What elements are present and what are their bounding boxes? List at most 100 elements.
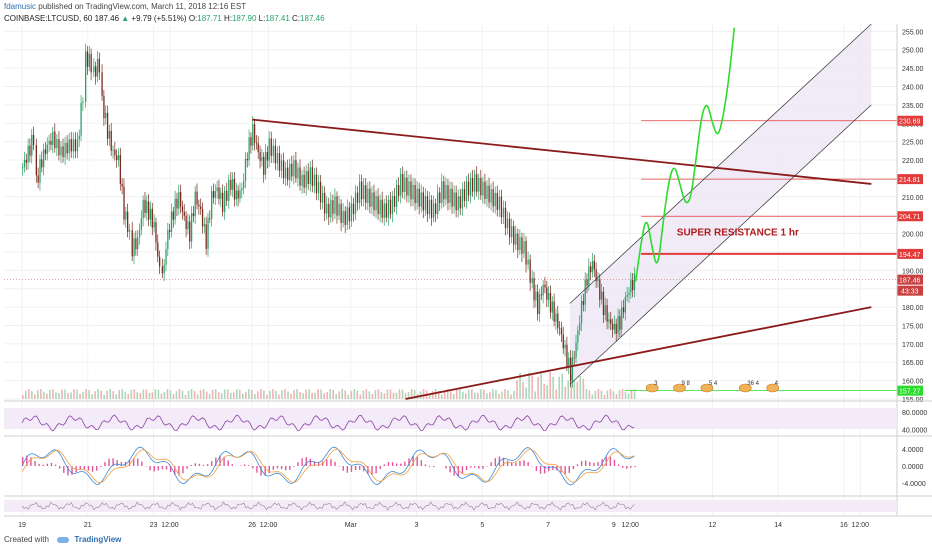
candle-body: [402, 174, 404, 193]
candle-body: [230, 179, 232, 190]
candle: [108, 124, 111, 147]
candle: [406, 170, 408, 203]
macd-histogram-bar: [219, 455, 221, 466]
candle-body: [66, 142, 68, 154]
candle-body: [414, 185, 416, 204]
candle: [591, 253, 594, 278]
x-tick-label: 12:00: [161, 522, 179, 529]
volume-bar: [37, 390, 39, 399]
earnings-event-icon[interactable]: [766, 383, 779, 393]
candle-body: [455, 192, 457, 211]
candle: [161, 258, 164, 279]
y-tick-label: 220.00: [902, 158, 924, 165]
macd-histogram-bar: [593, 462, 595, 466]
macd-histogram-bar: [239, 465, 242, 466]
macd-histogram-bar: [494, 458, 496, 466]
tradingview-brand[interactable]: TradingView: [74, 535, 122, 544]
candle: [106, 105, 109, 146]
earnings-event-icon[interactable]: [645, 383, 659, 393]
candle-body: [137, 237, 139, 250]
macd-histogram-bar: [326, 459, 328, 466]
y-tick-label: 165.00: [902, 360, 924, 367]
volume-bar: [254, 394, 256, 399]
candle: [29, 138, 31, 163]
candle: [361, 174, 363, 207]
candle-body: [161, 266, 164, 274]
candle-body: [165, 249, 167, 265]
volume-bar: [154, 389, 157, 399]
candle: [105, 105, 107, 125]
level-price-label: 157.27: [899, 389, 921, 396]
volume-bar: [302, 393, 304, 399]
candle: [562, 326, 564, 355]
candle-body: [445, 185, 447, 200]
macd-histogram-bar: [432, 466, 435, 468]
macd-histogram-bar: [321, 461, 324, 466]
volume-bar: [431, 390, 434, 399]
candle: [424, 188, 427, 216]
volume-bar: [335, 394, 338, 399]
macd-histogram-bar: [424, 464, 427, 466]
symbol-label[interactable]: COINBASE:LTCUSD, 60: [4, 14, 93, 23]
volume-bar: [591, 394, 594, 399]
candle: [157, 234, 159, 263]
earnings-event-icon[interactable]: [673, 383, 686, 393]
candle-body: [108, 130, 111, 139]
ascending-channel-fill: [569, 24, 872, 385]
candle: [78, 129, 80, 148]
volume-bar: [25, 390, 27, 399]
level-price-tag: [897, 174, 923, 185]
candle: [301, 169, 303, 194]
macd-histogram-bar: [486, 466, 488, 467]
candle-body: [181, 206, 184, 212]
candle-body: [272, 145, 274, 156]
candle: [383, 198, 385, 226]
candle: [326, 196, 328, 220]
volume-bar: [34, 394, 36, 399]
earnings-event-icon[interactable]: [738, 383, 752, 393]
volume-bar: [52, 389, 54, 399]
candle: [389, 191, 392, 219]
candle: [90, 48, 92, 81]
volume-bar: [338, 391, 341, 399]
candle-body: [373, 192, 375, 211]
candle: [496, 185, 498, 217]
candle: [153, 214, 155, 233]
candle-body: [606, 305, 608, 322]
candle-body: [278, 153, 281, 171]
candle: [190, 206, 193, 249]
macd-histogram-bar: [317, 462, 320, 466]
candle: [263, 152, 265, 183]
x-tick-label: 12:00: [621, 522, 639, 529]
projection-path[interactable]: [634, 27, 736, 282]
trendline-descending[interactable]: [252, 118, 872, 185]
candle-body: [187, 221, 189, 230]
volume-bar: [109, 389, 111, 399]
trendline-channel-upper[interactable]: [569, 23, 872, 304]
chart-header: fdamusic published on TradingView.com, M…: [4, 2, 704, 36]
candle: [200, 198, 202, 215]
volume-bar: [97, 389, 99, 399]
author-link[interactable]: fdamusic: [4, 2, 37, 11]
candle-body: [439, 192, 441, 203]
volume-bar: [43, 391, 45, 399]
candle: [319, 175, 322, 210]
candle-body: [48, 140, 50, 145]
candle-body: [432, 203, 435, 218]
macd-histogram-bar: [354, 466, 357, 471]
trendline-channel-lower[interactable]: [569, 104, 872, 385]
candle-body: [544, 284, 546, 288]
candle: [375, 190, 377, 219]
trendline-ascending[interactable]: [405, 306, 872, 400]
candle: [96, 50, 99, 83]
candle-body: [214, 191, 216, 198]
candle-body: [64, 142, 66, 158]
earnings-event-icon[interactable]: [700, 383, 714, 393]
candle-body: [480, 178, 482, 196]
candle-body: [167, 230, 169, 250]
volume-bar: [392, 392, 395, 399]
candle-body: [579, 323, 581, 331]
candle-body: [549, 292, 552, 313]
volume-bar: [588, 390, 591, 399]
